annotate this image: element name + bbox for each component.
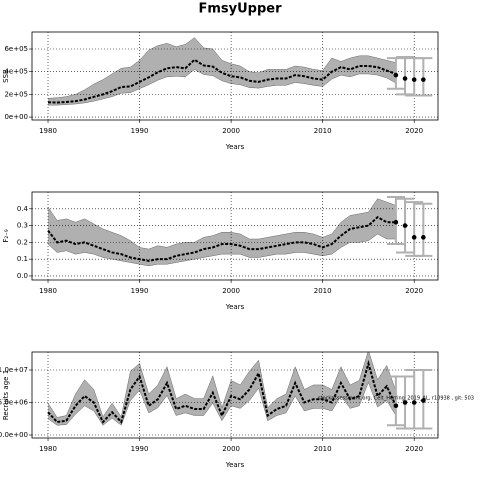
plot-frame [31, 351, 439, 439]
confidence-band [48, 352, 396, 426]
forecast-point [393, 72, 399, 78]
y-tick-label: 0.3 [17, 222, 28, 230]
plot-area [47, 198, 396, 267]
forecast-point [421, 235, 426, 240]
plot-frame [31, 191, 439, 281]
forecast-point [411, 400, 417, 405]
x-tick-label: 1980 [39, 445, 57, 453]
x-tick-label: 1990 [131, 445, 149, 453]
y-axis-label: SSB [2, 69, 10, 83]
x-tick-label: 1980 [39, 287, 57, 295]
y-tick-label: 0e+00 [4, 113, 28, 121]
forecast-point [393, 403, 399, 409]
y-tick-label: 0.0e+00 [0, 431, 28, 439]
y-tick-label: 6e+05 [4, 45, 28, 53]
y-axis-label: F₂₋₉ [2, 229, 10, 243]
forecast-point [421, 77, 426, 82]
forecast-point [421, 398, 426, 403]
y-axis-label: Recruits age 1 [2, 370, 10, 420]
forecast-point [411, 235, 417, 240]
y-tick-label: 2e+05 [4, 90, 28, 98]
x-tick-label: 2020 [405, 127, 423, 135]
band-lower [47, 233, 396, 267]
y-tick-label: 0.2 [17, 238, 28, 246]
x-tick-label: 2000 [222, 287, 240, 295]
y-tick-label: 0.0 [17, 272, 28, 280]
plot-frame [31, 31, 439, 121]
band-lower [47, 381, 397, 426]
estimate-line [47, 215, 396, 262]
y-tick-label: 0.4 [17, 205, 29, 213]
forecast-point [393, 219, 399, 225]
band-upper [47, 352, 397, 418]
forecast-point [402, 400, 408, 405]
estimate-line [47, 359, 397, 424]
y-tick-label: 0.1 [17, 255, 28, 263]
x-axis-label: Years [225, 303, 245, 311]
chart-title: FmsyUpper [198, 2, 282, 17]
x-tick-label: 1980 [39, 127, 57, 135]
x-axis-label: Years [225, 143, 245, 151]
annotation: stockassessment.org, Celt_Herring_2019_A… [318, 396, 474, 402]
x-tick-label: 2000 [222, 445, 240, 453]
x-tick-label: 1990 [131, 287, 149, 295]
forecast-point [411, 77, 417, 82]
band-upper [48, 37, 396, 99]
y-tick-label: 1.0e+07 [0, 366, 28, 374]
x-tick-label: 2010 [314, 287, 332, 295]
band-upper [47, 198, 396, 250]
x-tick-label: 2000 [222, 127, 240, 135]
plot-area [47, 352, 397, 426]
estimate-line [47, 58, 397, 104]
x-axis-label: Years [225, 461, 245, 469]
y-tick-label: 4e+05 [4, 68, 28, 76]
x-tick-label: 1990 [131, 127, 149, 135]
band-lower [48, 69, 397, 106]
x-tick-label: 2020 [405, 287, 423, 295]
x-tick-label: 2020 [405, 445, 423, 453]
y-tick-label: 5.0e+06 [0, 399, 29, 407]
forecast-point [402, 76, 408, 81]
forecast-point [402, 223, 408, 228]
x-tick-label: 2010 [314, 127, 332, 135]
x-tick-label: 2010 [314, 445, 332, 453]
